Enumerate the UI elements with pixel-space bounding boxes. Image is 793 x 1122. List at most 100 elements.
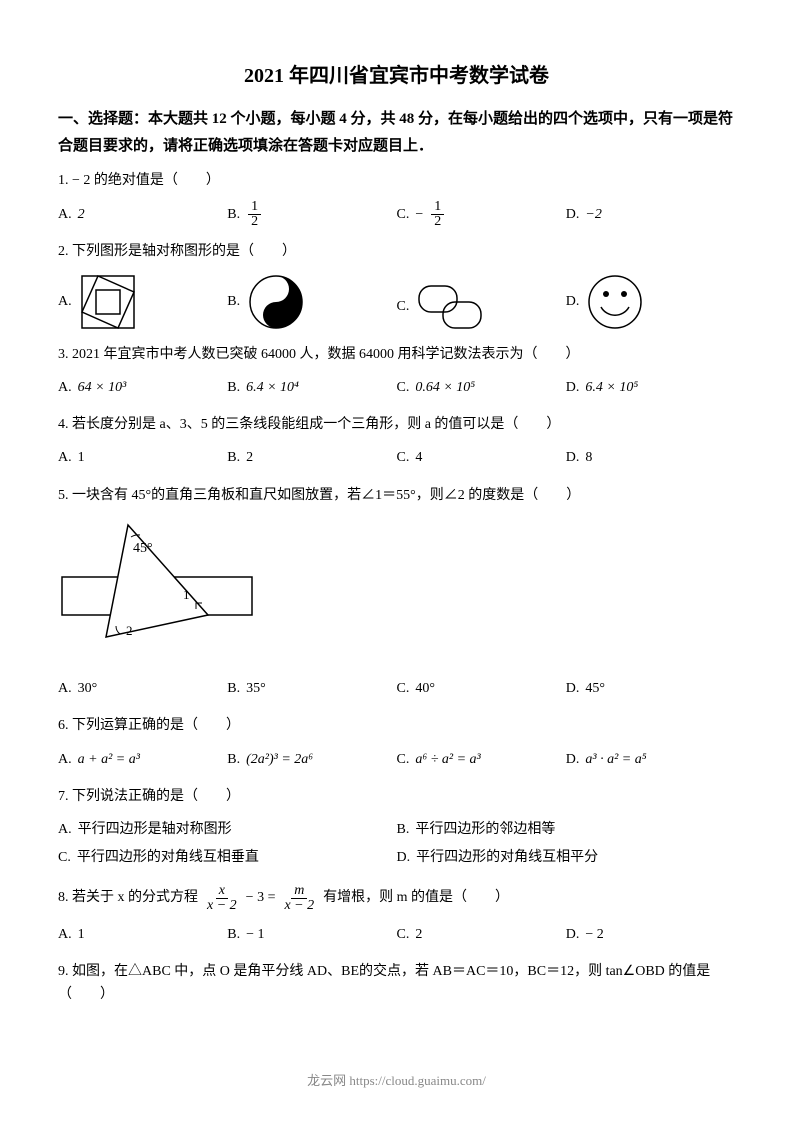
fraction: 1 2 xyxy=(248,200,261,229)
opt-label: D. xyxy=(397,847,411,869)
q2-opt-c: C. xyxy=(397,282,566,332)
q8-mid: − 3 = xyxy=(246,887,276,909)
opt-value: 2 xyxy=(246,447,253,469)
opt-value: 平行四边形的邻边相等 xyxy=(415,819,555,841)
q3-options: A.64 × 10³ B.6.4 × 10⁴ C.0.64 × 10⁵ D.6.… xyxy=(58,374,735,402)
question-3: 3. 2021 年宜宾市中考人数已突破 64000 人，数据 64000 用科学… xyxy=(58,344,735,402)
opt-label: D. xyxy=(566,678,580,700)
q8-options: A.1 B.− 1 C.2 D.− 2 xyxy=(58,921,735,949)
opt-value: 6.4 × 10⁴ xyxy=(246,377,299,399)
q3-text: 3. 2021 年宜宾市中考人数已突破 64000 人，数据 64000 用科学… xyxy=(58,344,735,366)
fraction: x x − 2 xyxy=(204,884,240,913)
opt-value: a³ · a² = a⁵ xyxy=(585,749,646,771)
q8-opt-b: B. − 1 xyxy=(227,921,396,949)
question-4: 4. 若长度分别是 a、3、5 的三条线段能组成一个三角形，则 a 的值可以是（… xyxy=(58,414,735,472)
q1-opt-c: C. − 1 2 xyxy=(397,200,566,229)
opt-label: C. xyxy=(58,847,71,869)
angle-2-label: 2 xyxy=(126,623,133,638)
opt-value: 64 × 10³ xyxy=(78,377,127,399)
opt-label: B. xyxy=(227,377,240,399)
question-7: 7. 下列说法正确的是（ ） A. 平行四边形是轴对称图形 B.平行四边形的邻边相… xyxy=(58,786,735,872)
q7-text: 7. 下列说法正确的是（ ） xyxy=(58,786,735,808)
opt-value: 1 xyxy=(78,447,85,469)
angle-45-label: 45° xyxy=(133,541,153,556)
opt-label: A. xyxy=(58,291,72,313)
opt-label: B. xyxy=(397,819,410,841)
section-header: 一、选择题：本大题共 12 个小题，每小题 4 分，共 48 分，在每小题给出的… xyxy=(58,106,735,160)
q4-options: A. 1 B. 2 C.4 D.8 xyxy=(58,445,735,473)
q5-opt-a: A.30° xyxy=(58,675,227,703)
nested-square-icon xyxy=(78,272,138,332)
q2-text: 2. 下列图形是轴对称图形的是（ ） xyxy=(58,241,735,263)
frac-num: 1 xyxy=(248,200,261,215)
opt-label: C. xyxy=(397,749,410,771)
q1-opt-a: A. 2 xyxy=(58,200,227,229)
fraction: 1 2 xyxy=(431,200,444,229)
question-9: 9. 如图，在△ABC 中，点 O 是角平分线 AD、BE的交点，若 AB＝AC… xyxy=(58,961,735,1006)
opt-value: 平行四边形是轴对称图形 xyxy=(78,819,232,841)
opt-value: −2 xyxy=(585,204,601,226)
q3-opt-a: A.64 × 10³ xyxy=(58,374,227,402)
opt-label: A. xyxy=(58,447,72,469)
opt-value: 30° xyxy=(78,678,98,700)
opt-value: 6.4 × 10⁵ xyxy=(585,377,638,399)
opt-label: D. xyxy=(566,204,580,226)
q1-opt-d: D. −2 xyxy=(566,200,735,229)
q8-pre: 8. 若关于 x 的分式方程 xyxy=(58,887,198,909)
q3-opt-d: D.6.4 × 10⁵ xyxy=(566,374,735,402)
frac-den: x − 2 xyxy=(204,899,240,913)
q7-opt-b: B.平行四边形的邻边相等 xyxy=(397,816,736,844)
q1-opt-b: B. 1 2 xyxy=(227,200,396,229)
opt-value: 4 xyxy=(415,447,422,469)
q5-text: 5. 一块含有 45°的直角三角板和直尺如图放置，若∠1＝55°，则∠2 的度数… xyxy=(58,485,735,507)
opt-label: D. xyxy=(566,291,580,313)
opt-label: C. xyxy=(397,377,410,399)
opt-label: D. xyxy=(566,377,580,399)
question-6: 6. 下列运算正确的是（ ） A.a + a² = a³ B.(2a²)³ = … xyxy=(58,715,735,773)
opt-label: A. xyxy=(58,924,72,946)
frac-den: 2 xyxy=(248,215,261,229)
q4-opt-b: B. 2 xyxy=(227,445,396,473)
q1-options: A. 2 B. 1 2 C. − 1 2 D. −2 xyxy=(58,200,735,229)
question-2: 2. 下列图形是轴对称图形的是（ ） A. B. C. xyxy=(58,241,735,331)
opt-value: 45° xyxy=(585,678,605,700)
opt-value: 40° xyxy=(415,678,435,700)
opt-value: (2a²)³ = 2a⁶ xyxy=(246,749,313,771)
q8-opt-d: D.− 2 xyxy=(566,921,735,949)
opt-label: B. xyxy=(227,924,240,946)
opt-label: B. xyxy=(227,291,240,313)
opt-label: B. xyxy=(227,447,240,469)
opt-value: 2 xyxy=(415,924,422,946)
q5-opt-d: D.45° xyxy=(566,675,735,703)
opt-label: D. xyxy=(566,924,580,946)
opt-label: A. xyxy=(58,819,72,841)
opt-value: a⁶ ÷ a² = a³ xyxy=(415,749,480,771)
q6-opt-a: A.a + a² = a³ xyxy=(58,746,227,774)
opt-value: 8 xyxy=(585,447,592,469)
page-footer: 龙云网 https://cloud.guaimu.com/ xyxy=(0,1071,793,1092)
opt-label: C. xyxy=(397,678,410,700)
q4-text: 4. 若长度分别是 a、3、5 的三条线段能组成一个三角形，则 a 的值可以是（… xyxy=(58,414,735,436)
opt-label: A. xyxy=(58,749,72,771)
opt-value: − 1 xyxy=(246,924,264,946)
opt-label: B. xyxy=(227,204,240,226)
opt-value: 平行四边形的对角线互相平分 xyxy=(416,847,598,869)
q4-opt-d: D.8 xyxy=(566,445,735,473)
q6-opt-b: B.(2a²)³ = 2a⁶ xyxy=(227,746,396,774)
q6-options: A.a + a² = a³ B.(2a²)³ = 2a⁶ C.a⁶ ÷ a² =… xyxy=(58,746,735,774)
question-8: 8. 若关于 x 的分式方程 x x − 2 − 3 = m x − 2 有增根… xyxy=(58,884,735,949)
opt-label: C. xyxy=(397,296,410,318)
q6-opt-d: D.a³ · a² = a⁵ xyxy=(566,746,735,774)
q8-opt-c: C.2 xyxy=(397,921,566,949)
fraction: m x − 2 xyxy=(281,884,317,913)
frac-num: x xyxy=(216,884,228,899)
question-5: 5. 一块含有 45°的直角三角板和直尺如图放置，若∠1＝55°，则∠2 的度数… xyxy=(58,485,735,704)
opt-label: C. xyxy=(397,447,410,469)
q5-figure: 45° 1 2 xyxy=(58,517,735,665)
q5-opt-b: B.35° xyxy=(227,675,396,703)
page-title: 2021 年四川省宜宾市中考数学试卷 xyxy=(58,60,735,92)
q9-text: 9. 如图，在△ABC 中，点 O 是角平分线 AD、BE的交点，若 AB＝AC… xyxy=(58,961,735,1006)
q4-opt-c: C.4 xyxy=(397,445,566,473)
q8-post: 有增根，则 m 的值是（ ） xyxy=(323,887,509,909)
frac-den: 2 xyxy=(431,215,444,229)
